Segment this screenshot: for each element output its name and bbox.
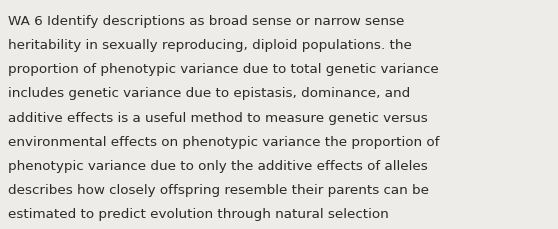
Text: environmental effects on phenotypic variance the proportion of: environmental effects on phenotypic vari…: [8, 135, 439, 148]
Text: additive effects is a useful method to measure genetic versus: additive effects is a useful method to m…: [8, 111, 427, 124]
Text: estimated to predict evolution through natural selection: estimated to predict evolution through n…: [8, 207, 388, 220]
Text: WA 6 Identify descriptions as broad sense or narrow sense: WA 6 Identify descriptions as broad sens…: [8, 15, 404, 28]
Text: describes how closely offspring resemble their parents can be: describes how closely offspring resemble…: [8, 183, 429, 196]
Text: heritability in sexually reproducing, diploid populations. the: heritability in sexually reproducing, di…: [8, 39, 412, 52]
Text: phenotypic variance due to only the additive effects of alleles: phenotypic variance due to only the addi…: [8, 159, 427, 172]
Text: proportion of phenotypic variance due to total genetic variance: proportion of phenotypic variance due to…: [8, 63, 439, 76]
Text: includes genetic variance due to epistasis, dominance, and: includes genetic variance due to epistas…: [8, 87, 410, 100]
